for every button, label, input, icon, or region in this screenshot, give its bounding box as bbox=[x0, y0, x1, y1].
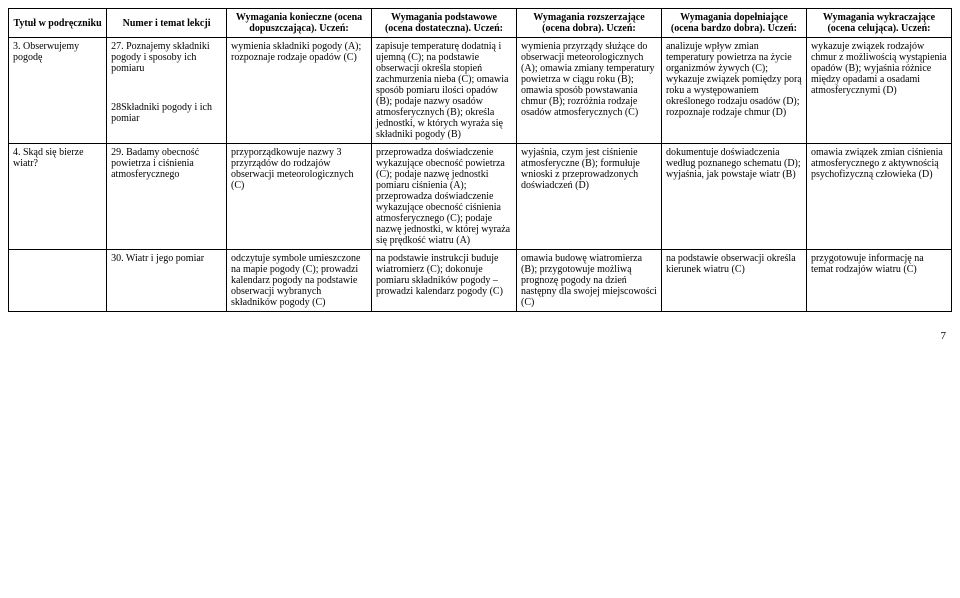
table-header-row: Tytuł w podręczniku Numer i temat lekcji… bbox=[9, 9, 952, 38]
cell-req: omawia budowę wiatromierza (B); przygoto… bbox=[516, 250, 661, 312]
header-req-podstawowe: Wymagania podstawowe (ocena dostateczna)… bbox=[372, 9, 517, 38]
cell-title bbox=[9, 250, 107, 312]
cell-lesson-b: 28Składniki pogody i ich pomiar bbox=[107, 99, 227, 143]
cell-lesson: 29. Badamy obecność powietrza i ciśnieni… bbox=[107, 144, 227, 250]
header-req-dopelniajace: Wymagania dopełniające (ocena bardzo dob… bbox=[661, 9, 806, 38]
curriculum-table: Tytuł w podręczniku Numer i temat lekcji… bbox=[8, 8, 952, 312]
table-row: 3. Obserwujemy pogodę 27. Poznajemy skła… bbox=[9, 38, 952, 100]
cell-req: przeprowadza doświadczenie wykazujące ob… bbox=[372, 144, 517, 250]
header-lesson: Numer i temat lekcji bbox=[107, 9, 227, 38]
cell-req: wykazuje związek rodzajów chmur z możliw… bbox=[806, 38, 951, 144]
cell-req: przyporządkowuje nazwy 3 przyrządów do r… bbox=[227, 144, 372, 250]
cell-req: przygotowuje informację na temat rodzajó… bbox=[806, 250, 951, 312]
cell-req: wyjaśnia, czym jest ciśnienie atmosferyc… bbox=[516, 144, 661, 250]
cell-req: na podstawie obserwacji określa kierunek… bbox=[661, 250, 806, 312]
page-number: 7 bbox=[8, 330, 952, 342]
cell-req: omawia związek zmian ciśnienia atmosfery… bbox=[806, 144, 951, 250]
header-req-rozszerzajace: Wymagania rozszerzające (ocena dobra). U… bbox=[516, 9, 661, 38]
cell-title: 4. Skąd się bierze wiatr? bbox=[9, 144, 107, 250]
table-row: 4. Skąd się bierze wiatr? 29. Badamy obe… bbox=[9, 144, 952, 250]
cell-req: analizuje wpływ zmian temperatury powiet… bbox=[661, 38, 806, 144]
table-row: 30. Wiatr i jego pomiar odczytuje symbol… bbox=[9, 250, 952, 312]
header-title: Tytuł w podręczniku bbox=[9, 9, 107, 38]
cell-req: na podstawie instrukcji buduje wiatromie… bbox=[372, 250, 517, 312]
header-req-konieczne: Wymagania konieczne (ocena dopuszczająca… bbox=[227, 9, 372, 38]
cell-lesson-a: 27. Poznajemy składniki pogody i sposoby… bbox=[107, 38, 227, 100]
cell-req: wymienia przyrządy służące do obserwacji… bbox=[516, 38, 661, 144]
header-req-wykraczajace: Wymagania wykraczające (ocena celująca).… bbox=[806, 9, 951, 38]
cell-req: wymienia składniki pogody (A); rozpoznaj… bbox=[227, 38, 372, 144]
cell-req: zapisuje temperaturę dodatnią i ujemną (… bbox=[372, 38, 517, 144]
cell-lesson: 30. Wiatr i jego pomiar bbox=[107, 250, 227, 312]
cell-req: odczytuje symbole umieszczone na mapie p… bbox=[227, 250, 372, 312]
cell-req: dokumentuje doświadczenia według poznane… bbox=[661, 144, 806, 250]
cell-title: 3. Obserwujemy pogodę bbox=[9, 38, 107, 144]
